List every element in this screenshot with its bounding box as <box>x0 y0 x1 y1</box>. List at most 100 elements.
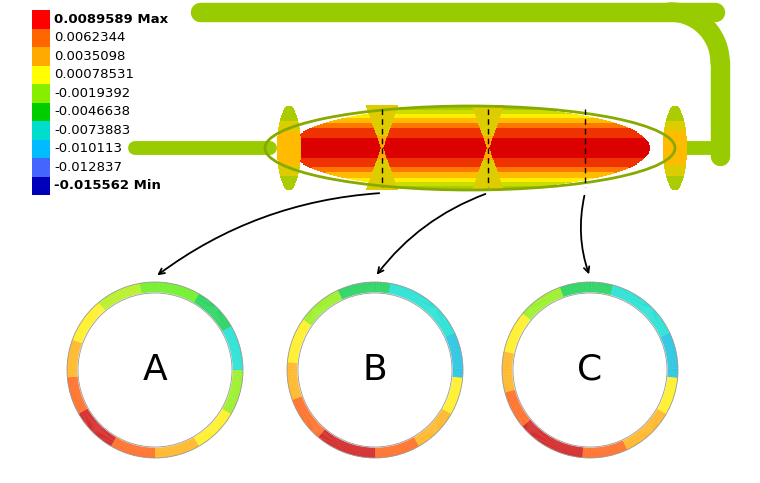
Wedge shape <box>340 440 345 451</box>
Wedge shape <box>644 307 652 315</box>
Wedge shape <box>435 417 445 425</box>
Bar <box>477 120 499 122</box>
Wedge shape <box>309 421 318 429</box>
Wedge shape <box>341 288 346 299</box>
Wedge shape <box>527 425 536 433</box>
Wedge shape <box>315 305 323 313</box>
Wedge shape <box>507 340 518 344</box>
Wedge shape <box>389 446 392 456</box>
Wedge shape <box>502 372 513 373</box>
Wedge shape <box>660 333 670 339</box>
Wedge shape <box>381 447 383 458</box>
Wedge shape <box>327 296 334 305</box>
Wedge shape <box>181 287 185 298</box>
Bar <box>303 163 637 165</box>
Bar <box>356 180 584 181</box>
Bar <box>370 179 394 180</box>
Wedge shape <box>187 290 192 300</box>
Wedge shape <box>158 447 160 458</box>
Wedge shape <box>509 334 520 339</box>
Bar <box>483 138 492 139</box>
Wedge shape <box>451 380 462 382</box>
Wedge shape <box>635 432 641 441</box>
Bar <box>670 184 681 185</box>
Bar <box>483 159 493 160</box>
Wedge shape <box>363 446 365 457</box>
Wedge shape <box>293 399 304 404</box>
Wedge shape <box>295 401 305 407</box>
Wedge shape <box>68 359 78 361</box>
Wedge shape <box>176 285 179 296</box>
Wedge shape <box>629 294 635 304</box>
Wedge shape <box>660 402 670 407</box>
Wedge shape <box>150 282 151 293</box>
Wedge shape <box>637 431 644 440</box>
Wedge shape <box>293 337 303 342</box>
Wedge shape <box>143 446 145 457</box>
Wedge shape <box>372 282 374 293</box>
Wedge shape <box>542 296 549 305</box>
Bar <box>485 142 491 143</box>
Wedge shape <box>136 445 139 456</box>
Wedge shape <box>646 422 655 430</box>
Wedge shape <box>423 300 430 310</box>
Wedge shape <box>502 374 513 375</box>
Wedge shape <box>523 313 532 320</box>
Wedge shape <box>399 443 403 454</box>
Wedge shape <box>448 392 459 396</box>
Wedge shape <box>451 384 461 386</box>
Wedge shape <box>413 437 419 447</box>
Bar <box>374 128 390 130</box>
Wedge shape <box>514 326 524 332</box>
Wedge shape <box>429 308 438 316</box>
Wedge shape <box>299 410 309 416</box>
Wedge shape <box>537 431 544 441</box>
Wedge shape <box>212 311 220 318</box>
Wedge shape <box>401 287 406 298</box>
Wedge shape <box>379 447 380 458</box>
Wedge shape <box>214 314 223 322</box>
Wedge shape <box>185 289 190 299</box>
Bar <box>375 165 389 167</box>
Bar <box>290 146 650 148</box>
Wedge shape <box>109 435 115 445</box>
Wedge shape <box>526 310 534 317</box>
Wedge shape <box>651 417 660 425</box>
Wedge shape <box>127 443 131 454</box>
Wedge shape <box>591 447 592 458</box>
Wedge shape <box>537 432 545 441</box>
Wedge shape <box>188 440 193 450</box>
Bar <box>278 165 300 167</box>
Wedge shape <box>667 371 678 372</box>
Wedge shape <box>150 447 151 458</box>
Bar <box>401 186 538 187</box>
Wedge shape <box>505 346 516 350</box>
Wedge shape <box>136 284 139 295</box>
Bar <box>663 158 686 159</box>
Wedge shape <box>561 442 565 453</box>
Wedge shape <box>438 320 448 327</box>
Wedge shape <box>174 285 178 296</box>
Wedge shape <box>323 299 330 308</box>
Wedge shape <box>521 315 530 323</box>
Wedge shape <box>573 446 576 456</box>
Wedge shape <box>314 306 322 314</box>
Wedge shape <box>503 381 514 383</box>
Wedge shape <box>132 444 136 455</box>
Wedge shape <box>290 392 302 396</box>
Wedge shape <box>533 302 540 312</box>
Wedge shape <box>508 399 519 404</box>
Wedge shape <box>287 372 298 373</box>
Wedge shape <box>309 312 318 319</box>
Bar <box>371 119 393 120</box>
Wedge shape <box>442 406 453 412</box>
Wedge shape <box>505 348 515 351</box>
Wedge shape <box>287 374 298 375</box>
Wedge shape <box>207 306 216 314</box>
Bar <box>330 173 610 175</box>
Wedge shape <box>312 424 321 432</box>
Wedge shape <box>665 386 676 389</box>
Wedge shape <box>664 346 675 349</box>
Wedge shape <box>118 440 123 450</box>
Wedge shape <box>445 402 454 408</box>
